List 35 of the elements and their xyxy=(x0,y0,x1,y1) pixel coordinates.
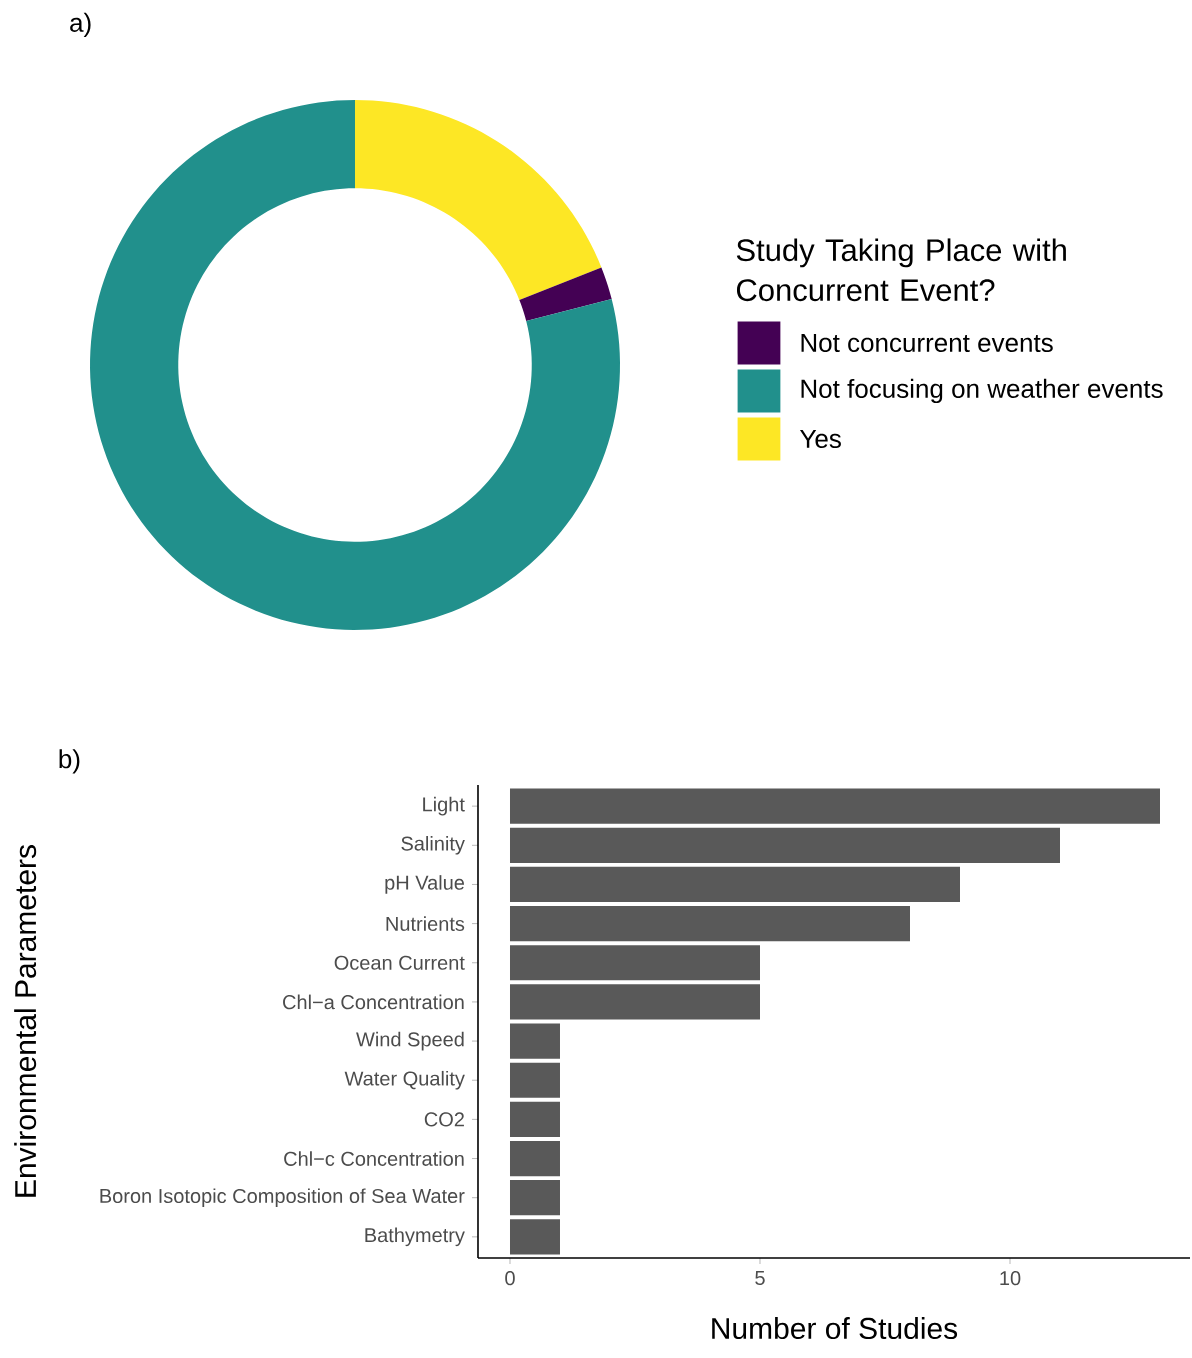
bar xyxy=(510,1062,560,1098)
y-tick-label: Light xyxy=(423,796,465,816)
bar xyxy=(510,827,1060,863)
x-tick-label: 0 xyxy=(505,1271,515,1286)
legend-label: Yes xyxy=(799,429,841,449)
y-tick-label: Chl−a Concentration xyxy=(283,994,464,1010)
y-tick-label: Wind Speed xyxy=(356,1031,464,1051)
y-tick-label: Boron Isotopic Composition of Sea Water xyxy=(100,1188,465,1208)
y-axis-title: Environmental Parameters xyxy=(14,845,37,1197)
legend-title: Study Taking Place with Concurrent Event? xyxy=(736,238,1066,302)
bar xyxy=(510,788,1160,824)
bar xyxy=(510,866,960,903)
y-tick-label: Chl−c Concentration xyxy=(284,1151,464,1166)
x-tick-label: 5 xyxy=(755,1271,765,1286)
bar xyxy=(510,906,910,942)
y-tick-label: CO2 xyxy=(424,1112,464,1127)
legend-label: Not focusing on weather events xyxy=(801,378,1163,404)
chart-title: a) xyxy=(70,12,91,38)
bar xyxy=(510,945,760,981)
bar xyxy=(510,1219,560,1255)
y-tick-label: pH Value xyxy=(385,875,465,894)
x-tick-label: 10 xyxy=(1000,1271,1021,1286)
y-tick-label: Salinity xyxy=(401,835,465,855)
y-tick-label: Nutrients xyxy=(386,916,465,931)
bar xyxy=(510,1140,560,1177)
bar xyxy=(510,984,760,1020)
x-axis-title: Number of Studies xyxy=(712,1317,958,1340)
bar xyxy=(510,1023,560,1059)
y-tick-label: Ocean Current xyxy=(334,955,465,970)
y-tick-label: Water Quality xyxy=(344,1070,465,1090)
y-tick-label: Bathymetry xyxy=(365,1227,465,1247)
bar xyxy=(510,1180,560,1216)
legend-label: Not concurrent events xyxy=(801,333,1053,353)
bar xyxy=(510,1101,560,1137)
text: b) xyxy=(59,749,80,774)
